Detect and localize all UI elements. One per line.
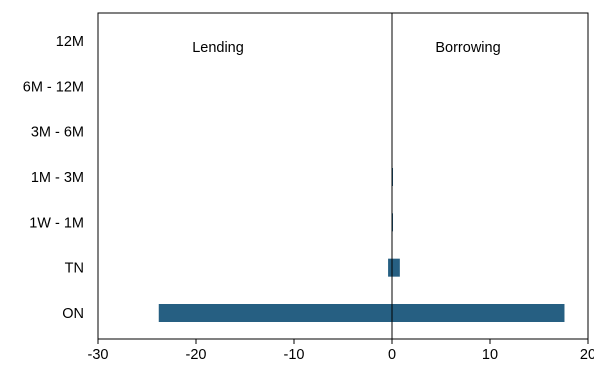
y-tick-label: 12M	[56, 34, 84, 50]
x-tick-label: -20	[186, 347, 207, 363]
x-tick-label: -30	[88, 347, 109, 363]
x-tick-label: 0	[388, 347, 396, 363]
x-tick-label: -10	[284, 347, 305, 363]
x-tick-label: 20	[580, 347, 594, 363]
bar-on-series2	[392, 304, 565, 322]
y-tick-label: 1W - 1M	[29, 215, 84, 231]
y-tick-label: TN	[65, 261, 84, 277]
bar-tn-series2	[392, 258, 400, 277]
annotation-lending: Lending	[192, 40, 244, 56]
y-axis: 12M 6M - 12M 3M - 6M 1M - 3M 1W - 1M TN ON	[23, 34, 84, 322]
bar-tn-series1	[388, 258, 392, 277]
x-axis: -30 -20 -10 0 10 20	[88, 339, 594, 363]
bar-on-series1	[158, 304, 392, 322]
y-tick-label: ON	[62, 306, 84, 322]
y-tick-label: 3M - 6M	[31, 125, 84, 141]
plot-frame	[97, 12, 589, 340]
x-tick-label: 10	[482, 347, 498, 363]
y-tick-label: 6M - 12M	[23, 79, 84, 95]
bars-layer	[158, 168, 565, 322]
annotation-borrowing: Borrowing	[435, 40, 500, 56]
y-tick-label: 1M - 3M	[31, 170, 84, 186]
